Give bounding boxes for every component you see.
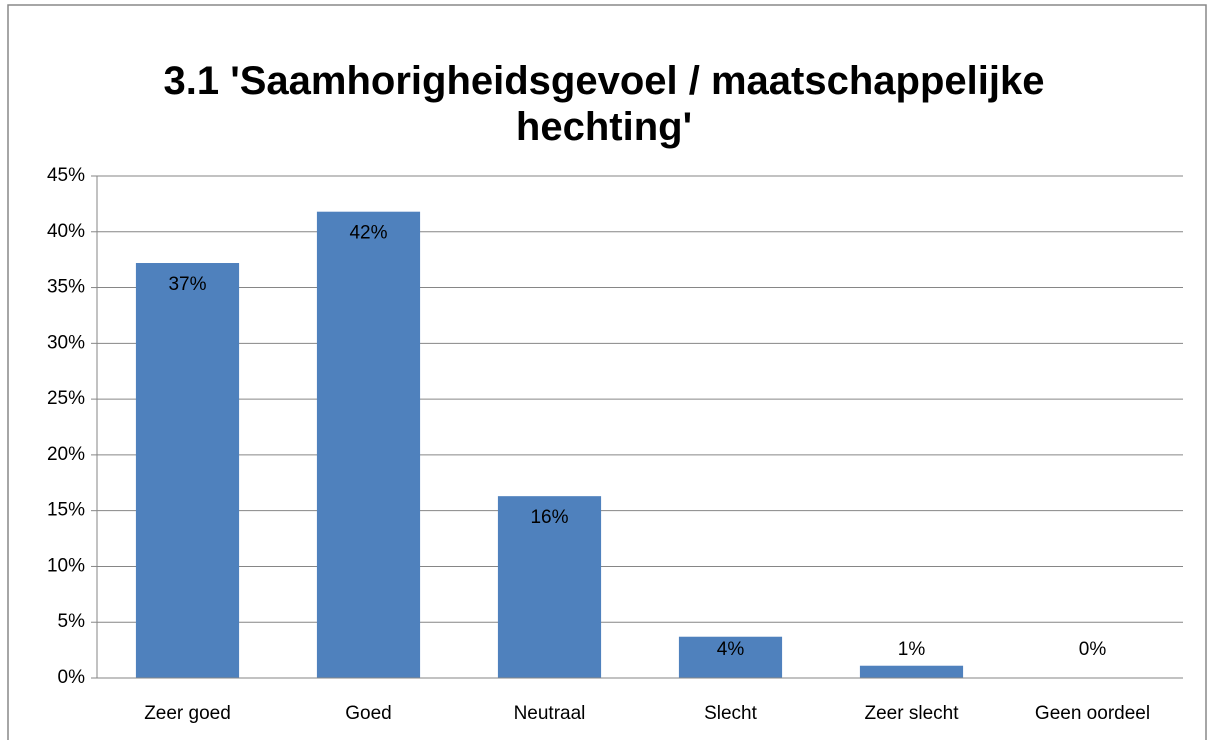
x-tick-label: Neutraal [514, 703, 586, 724]
y-tick-label: 25% [47, 388, 85, 409]
y-tick-label: 15% [47, 500, 85, 521]
bar [135, 263, 240, 678]
bar [859, 665, 964, 678]
y-tick-label: 45% [47, 165, 85, 186]
chart-frame [7, 4, 1207, 740]
y-tick-label: 20% [47, 444, 85, 465]
data-label: 42% [349, 223, 387, 244]
x-tick-label: Goed [345, 703, 391, 724]
y-tick-label: 30% [47, 332, 85, 353]
y-tick-label: 0% [58, 667, 86, 688]
x-tick-label: Zeer slecht [865, 703, 960, 724]
x-tick-label: Zeer goed [144, 703, 231, 724]
data-label: 4% [717, 639, 745, 660]
y-tick-label: 35% [47, 277, 85, 298]
bar [678, 636, 783, 678]
bar [497, 496, 602, 678]
data-label: 0% [1079, 639, 1107, 660]
x-tick-label: Geen oordeel [1035, 703, 1150, 724]
y-tick-label: 5% [58, 611, 86, 632]
bar [316, 211, 421, 678]
data-label: 1% [898, 639, 926, 660]
chart-title: 3.1 'Saamhorigheidsgevoel / maatschappel… [163, 59, 1045, 149]
x-tick-label: Slecht [704, 703, 758, 724]
data-label: 37% [168, 274, 206, 295]
y-tick-label: 10% [47, 555, 85, 576]
y-tick-label: 40% [47, 221, 85, 242]
data-label: 16% [530, 507, 568, 528]
